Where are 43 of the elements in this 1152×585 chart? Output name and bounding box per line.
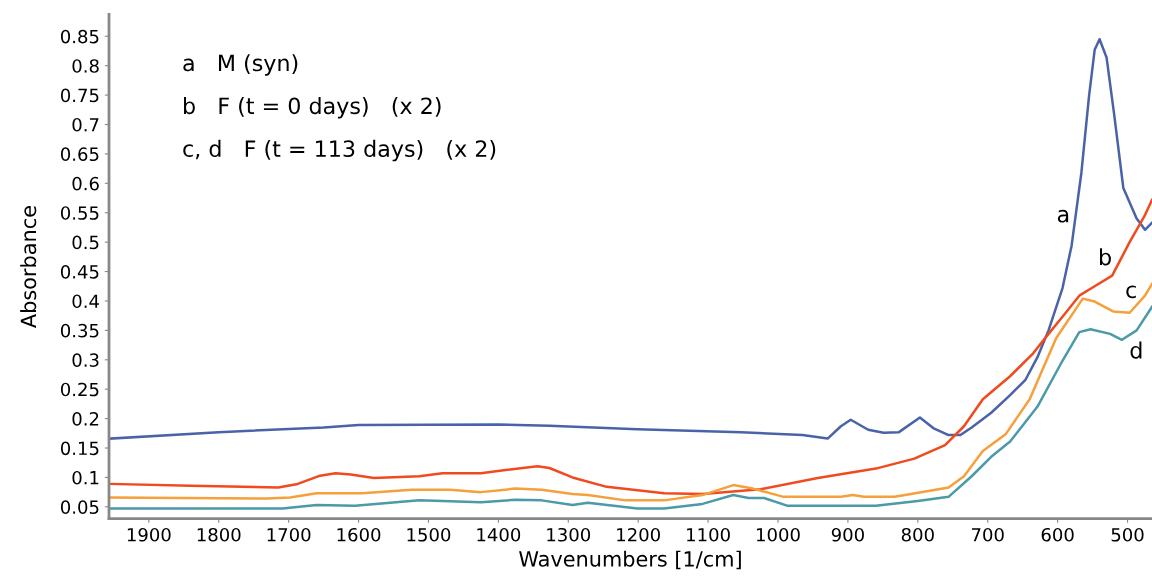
annotation: d <box>1130 341 1142 359</box>
x-tick-label: 1600 <box>337 527 381 542</box>
x-axis-title: Wavenumbers [1/cm] <box>519 550 741 570</box>
y-tick-label: 0.65 <box>60 147 99 162</box>
y-tick-label: 0.5 <box>72 235 99 250</box>
y-tick-label: 0.1 <box>72 470 99 485</box>
x-tick-label: 900 <box>831 527 864 542</box>
y-tick-label: 0.7 <box>72 117 99 132</box>
x-tick-label: 1000 <box>757 527 800 542</box>
y-tick-label: 0.6 <box>72 176 99 191</box>
y-tick-label: 0.05 <box>60 500 99 514</box>
y-tick-label: 0.25 <box>60 382 99 397</box>
y-tick-label: 0.85 <box>60 29 99 44</box>
y-tick-label: 0.8 <box>72 59 99 73</box>
x-tick-label: 1900 <box>127 527 171 542</box>
y-tick-label: 0.55 <box>60 206 99 220</box>
x-tick-label: 800 <box>901 527 934 542</box>
line-series <box>109 198 1152 496</box>
x-tick-label: 1200 <box>617 527 660 542</box>
x-tick-label: 500 <box>1111 527 1144 542</box>
annotation: b F (t = 0 days) (x 2) <box>184 97 441 119</box>
x-tick-label: 1100 <box>687 527 730 542</box>
y-tick-label: 0.15 <box>60 441 99 456</box>
y-tick-label: 0.2 <box>72 412 99 426</box>
x-tick-label: 1700 <box>267 527 311 542</box>
x-tick-label: 1400 <box>477 527 521 542</box>
y-tick-label: 0.75 <box>60 88 99 103</box>
annotation: a <box>1057 209 1069 223</box>
x-tick-label: 600 <box>1041 527 1074 542</box>
annotation: c <box>1126 285 1136 299</box>
y-tick-label: 0.3 <box>72 353 99 367</box>
x-tick-label: 1500 <box>407 527 451 542</box>
y-tick-label: 0.4 <box>72 294 99 309</box>
y-tick-label: 0.45 <box>60 265 99 279</box>
x-tick-label: 700 <box>971 527 1004 542</box>
x-tick-label: 1300 <box>547 527 591 542</box>
annotation: b <box>1100 248 1111 266</box>
annotation: a M (syn) <box>183 54 298 76</box>
annotation: c, d F (t = 113 days) (x 2) <box>183 139 496 162</box>
y-tick-label: 0.35 <box>60 323 99 338</box>
x-tick-label: 1800 <box>197 527 241 542</box>
line-series <box>109 37 1152 440</box>
y-axis-title: Absorbance <box>20 206 37 328</box>
